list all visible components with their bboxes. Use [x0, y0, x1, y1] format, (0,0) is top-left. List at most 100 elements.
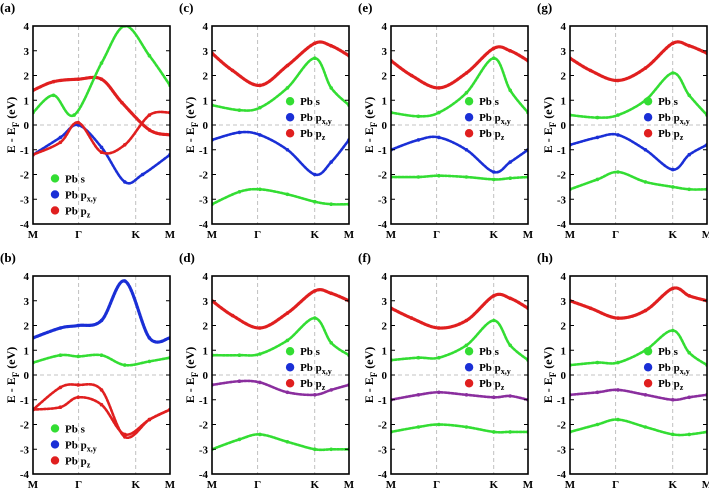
- band-point: [147, 113, 152, 117]
- band-line: [570, 170, 707, 191]
- band-point: [464, 393, 469, 397]
- band-point: [237, 353, 242, 358]
- band-line: [570, 286, 707, 320]
- band-line: [570, 329, 707, 367]
- legend-marker: [285, 347, 295, 356]
- legend-label: Pb pz: [300, 378, 326, 392]
- band-point: [616, 170, 620, 174]
- x-tick-label: M: [386, 229, 397, 241]
- band-point: [120, 100, 124, 105]
- y-tick-label: -2: [378, 420, 388, 432]
- band-point: [687, 432, 691, 437]
- legend-label: Pb s: [65, 173, 86, 185]
- y-tick-label: -2: [199, 170, 209, 182]
- band-point: [76, 323, 80, 328]
- band-point: [671, 167, 675, 172]
- y-tick-label: 1: [382, 345, 388, 357]
- band-point: [329, 291, 334, 296]
- y-tick-label: 3: [24, 46, 30, 58]
- x-tick-label: M: [165, 229, 176, 241]
- panel-g: (g) -4 -3 -2 -1 0 1 2 3 4 M Γ K M E - EF (eV) Pb s Pb px…: [537, 0, 709, 241]
- band-point: [437, 110, 441, 115]
- panel-label: (d): [179, 250, 195, 265]
- y-tick-label: 4: [24, 271, 30, 283]
- band-point: [437, 135, 441, 140]
- y-tick-label: -4: [557, 219, 567, 231]
- band-point: [416, 114, 421, 119]
- y-tick-label: -1: [557, 145, 566, 157]
- band-point: [437, 422, 441, 427]
- x-tick-label: M: [344, 479, 355, 491]
- y-tick-label: -2: [199, 420, 209, 432]
- legend-marker: [643, 97, 653, 106]
- y-tick-label: 1: [24, 345, 30, 357]
- legend-label: Pb pz: [65, 205, 91, 219]
- band-point: [237, 190, 242, 194]
- band-point: [595, 177, 600, 182]
- band-point: [237, 108, 242, 112]
- band-point: [464, 318, 469, 323]
- band-point: [99, 353, 104, 358]
- band-point: [285, 338, 290, 343]
- band-point: [595, 115, 600, 120]
- x-tick-label: M: [523, 229, 534, 241]
- legend-label: Pb px,y: [65, 439, 97, 453]
- band-point: [329, 160, 334, 164]
- y-tick-label: 2: [203, 321, 209, 333]
- x-tick-label: Γ: [433, 479, 440, 491]
- band-point: [58, 385, 63, 390]
- y-tick-label: -4: [199, 469, 209, 481]
- y-tick-label: -1: [378, 145, 387, 157]
- legend-label: Pb s: [658, 96, 679, 108]
- band-point: [464, 425, 469, 429]
- y-tick-label: -2: [557, 420, 567, 432]
- y-axis-label: E - EF (eV): [362, 347, 379, 404]
- bands: [33, 279, 170, 440]
- band-point: [313, 316, 317, 320]
- band-point: [687, 350, 691, 355]
- band-point: [258, 83, 262, 88]
- y-tick-label: 1: [203, 95, 209, 107]
- x-tick-label: M: [207, 479, 218, 491]
- x-tick-label: M: [386, 479, 397, 491]
- y-tick-label: 1: [24, 95, 30, 107]
- band-point: [508, 49, 512, 53]
- y-axis-label: E - EF (eV): [541, 97, 558, 154]
- legend-label: Pb px,y: [658, 362, 690, 376]
- band-point: [76, 395, 80, 400]
- band-line: [212, 288, 349, 330]
- band-point: [492, 170, 496, 174]
- panel-label: (a): [0, 0, 15, 15]
- legend-label: Pb px,y: [300, 362, 332, 376]
- y-tick-label: 1: [561, 95, 567, 107]
- band-point: [416, 355, 421, 360]
- legend-marker: [285, 363, 295, 372]
- x-tick-label: K: [131, 479, 140, 491]
- x-tick-label: M: [565, 479, 576, 491]
- band-point: [58, 405, 63, 410]
- band-point: [76, 383, 80, 387]
- x-tick-label: Γ: [254, 479, 261, 491]
- band-line: [391, 390, 528, 402]
- y-tick-label: 4: [561, 271, 567, 283]
- band-point: [285, 148, 290, 152]
- panel-a: (a) -4 -3 -2 -1 0 1 2 3 4 M Γ K M E - EF (eV) Pb s Pb px…: [0, 0, 176, 241]
- x-tick-label: K: [668, 479, 677, 491]
- band-point: [147, 336, 152, 340]
- band-point: [492, 318, 496, 323]
- y-tick-label: 4: [203, 271, 209, 283]
- x-tick-label: M: [28, 479, 39, 491]
- x-tick-label: K: [489, 229, 498, 241]
- band-point: [285, 63, 290, 68]
- y-tick-label: 3: [561, 296, 567, 308]
- panel-label: (c): [179, 0, 193, 15]
- band-line: [212, 56, 349, 112]
- band-point: [464, 71, 469, 75]
- band-point: [409, 73, 414, 78]
- band-point: [51, 93, 56, 98]
- band-line: [570, 388, 707, 402]
- band-point: [416, 175, 421, 179]
- bands: [33, 26, 170, 185]
- band-point: [595, 360, 600, 365]
